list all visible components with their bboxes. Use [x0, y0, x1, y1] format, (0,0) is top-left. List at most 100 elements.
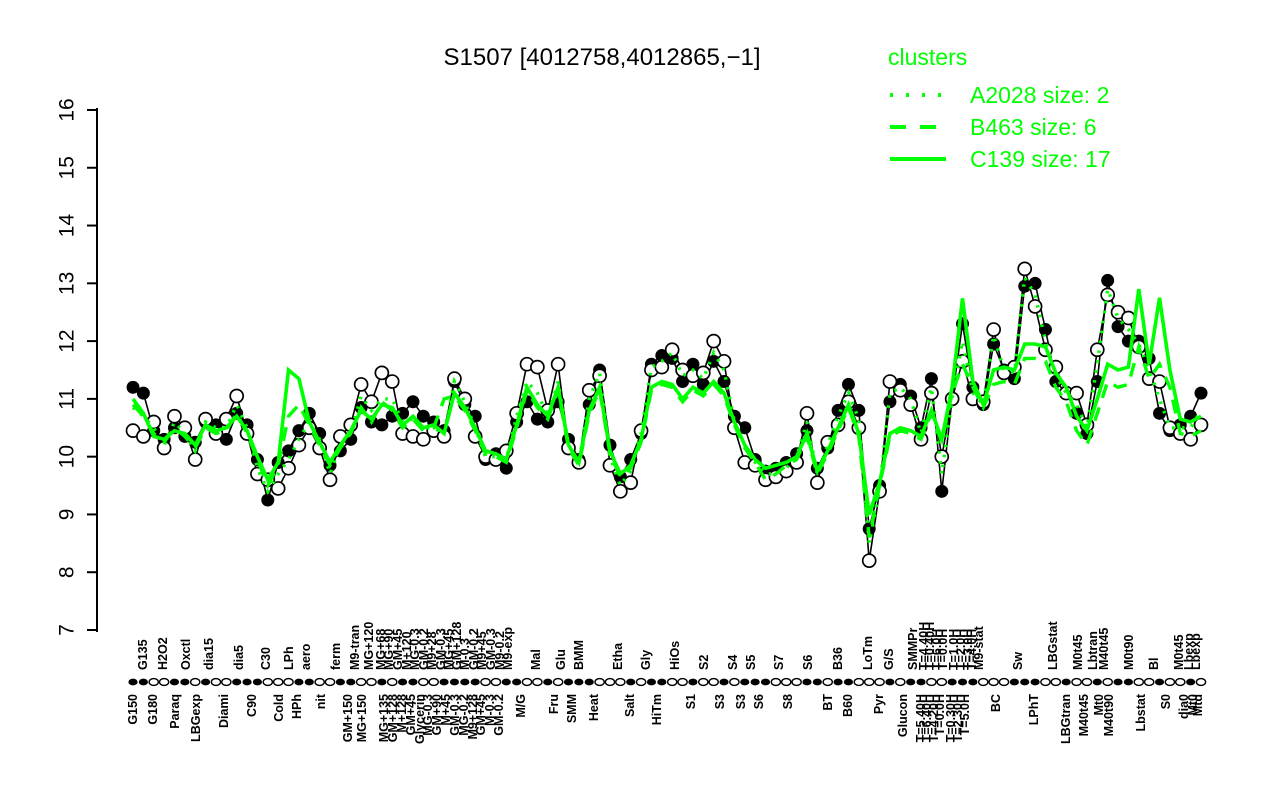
x-tick-label: S3 [734, 694, 748, 709]
x-tick-label: M/G [514, 694, 528, 718]
data-point-open [986, 322, 1001, 337]
data-point-open [892, 382, 908, 398]
x-tick-label: GM+45 [404, 694, 418, 735]
rug-marker [480, 677, 491, 687]
data-point-filled [375, 418, 389, 432]
data-point-open [903, 397, 919, 413]
y-tick-label: 8 [56, 566, 79, 578]
rug-marker [428, 677, 439, 687]
rug-marker [210, 677, 222, 687]
x-tick-label: MG-0.2 [457, 694, 471, 736]
x-tick-label: M9+45 [475, 631, 489, 670]
x-tick-label: M9-0.2 [493, 631, 507, 670]
rug-marker [355, 677, 367, 687]
x-tick-label: MG+68 [374, 629, 388, 670]
rug-marker [968, 678, 978, 686]
rug-marker [1143, 677, 1155, 687]
rug-marker [242, 678, 252, 686]
rug-marker [863, 677, 875, 687]
rug-marker [770, 677, 782, 687]
data-point-open [1152, 374, 1167, 389]
x-tick-label: GM-0.2 [417, 628, 431, 670]
markers-filled [126, 273, 1208, 536]
x-tick-label: ferm [329, 643, 343, 670]
x-tick-label: LBGstat [1046, 621, 1060, 670]
series-c139-solid-line [131, 288, 1202, 515]
x-tick-label: aero [299, 643, 313, 670]
rug-marker [272, 677, 284, 687]
x-tick-label: S1 [684, 694, 698, 709]
data-point-filled [1153, 406, 1167, 420]
rug-marker [1081, 677, 1093, 687]
legend-line-solid-icon [890, 157, 946, 161]
y-tick-label: 11 [56, 388, 79, 410]
rug-marker [615, 677, 626, 687]
rug-marker [283, 677, 294, 687]
rug-marker [200, 678, 211, 686]
data-point-open [581, 382, 597, 398]
rug-marker [957, 678, 968, 686]
rug-marker [294, 678, 304, 686]
rug-marker [563, 678, 574, 686]
x-tick-label: Mt0 [1186, 694, 1200, 716]
data-point-open [136, 429, 151, 444]
rug-marker [895, 677, 906, 687]
x-tick-label: Salt [623, 693, 637, 717]
rug-marker [1113, 678, 1123, 686]
x-tick-label: M0t45 [1071, 635, 1085, 670]
rug-marker [324, 677, 336, 687]
x-tick-label: GM+128 [450, 622, 464, 670]
rug-marker [138, 678, 148, 686]
rug-marker [646, 678, 657, 686]
x-tick-label: M40t90 [1102, 694, 1116, 736]
x-tick-label: M0t45 [1172, 635, 1186, 670]
x-tick-label: nit [314, 693, 328, 709]
rug-marker [252, 678, 263, 686]
x-tick-label: T=0.0H [936, 629, 950, 670]
x-tick-label: G/S [882, 648, 896, 670]
x-tick-label: GM+128 [386, 694, 400, 742]
rug-marker [460, 678, 470, 686]
x-tick-label: T=5.0H [958, 694, 972, 735]
rug-marker [1133, 677, 1145, 687]
rug-marker [822, 677, 834, 687]
rug-marker [232, 678, 242, 686]
x-tick-label: B60 [841, 694, 855, 717]
data-point-filled [1194, 386, 1208, 400]
data-point-open [695, 365, 711, 381]
data-point-open [353, 377, 369, 392]
rug-marker [408, 678, 418, 686]
data-point-filled [499, 461, 513, 475]
legend-item-label: A2028 size: 2 [970, 81, 1110, 108]
x-tick-label: M9-stat [972, 625, 986, 670]
data-point-open [229, 388, 245, 404]
x-tick-label: S6 [801, 655, 815, 670]
x-tick-label: M+120 [400, 631, 414, 670]
rug-marker [1123, 678, 1134, 686]
x-tick-label: T=1.0H [947, 629, 961, 670]
rug-marker [128, 678, 138, 686]
data-point-open [1089, 342, 1105, 358]
x-tick-label: T=6.40H [920, 694, 934, 742]
x-tick-label: T=4.20H [927, 694, 941, 742]
rug-marker [532, 677, 543, 687]
x-tick-label: G135 [136, 639, 150, 670]
rug-marker [221, 677, 232, 687]
rug-marker [666, 677, 678, 687]
x-tick-label: LPhT [1027, 694, 1041, 726]
x-tick-label: Mal [529, 649, 543, 670]
data-point-open [706, 333, 722, 349]
x-tick-label: MG+45 [442, 629, 456, 670]
data-point-filled [655, 349, 669, 363]
rug-marker [552, 677, 564, 687]
data-point-open [654, 359, 670, 375]
x-tick-label: S5 [744, 655, 758, 670]
x-tick-label: M9+128 [466, 694, 480, 740]
data-point-open [664, 342, 680, 358]
rug-marker [1164, 677, 1176, 687]
rug-marker [512, 678, 522, 686]
data-point-open [612, 483, 628, 499]
x-tick-label: S4 [726, 655, 740, 670]
rug-marker [449, 678, 460, 686]
